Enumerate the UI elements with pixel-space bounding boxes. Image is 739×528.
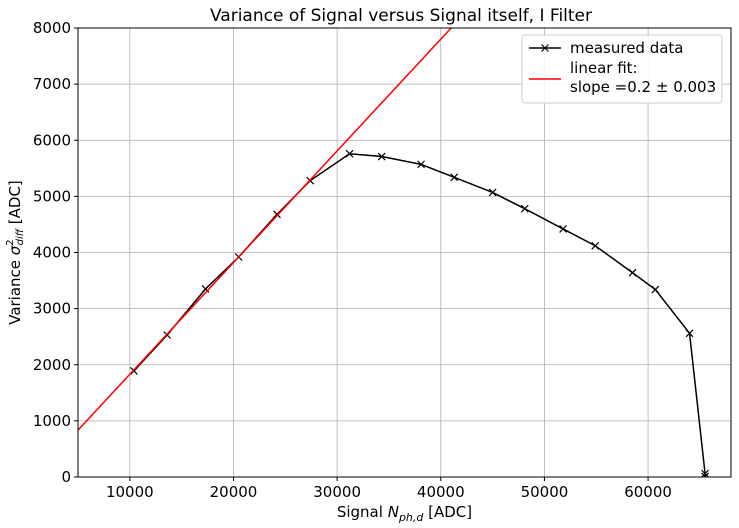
y-tick-label: 3000: [33, 300, 71, 318]
legend-marker-measured: [541, 44, 549, 52]
y-axis-label-suffix: [ADC]: [6, 180, 24, 229]
y-axis-label-subscript: diff: [15, 227, 26, 245]
y-axis-label-prefix: Variance: [6, 255, 24, 325]
data-point-marker: [559, 225, 568, 233]
legend-label-measured: measured data: [570, 39, 684, 57]
data-point-marker: [377, 152, 386, 161]
y-tick-label: 8000: [33, 19, 71, 37]
data-point-marker: [273, 210, 281, 219]
x-axis-label-prefix: Signal: [337, 503, 388, 521]
y-tick-label: 2000: [33, 356, 71, 374]
y-tick-label: 7000: [33, 75, 71, 93]
data-point-marker: [701, 469, 710, 477]
data-point-marker: [685, 329, 694, 338]
legend-box: [521, 34, 723, 104]
series-line-1: [78, 28, 452, 431]
y-tick-label: 1000: [33, 412, 71, 430]
y-tick-label: 5000: [33, 187, 71, 205]
legend: measured data linear fit:slope =0.2 ± 0.0…: [521, 34, 723, 104]
x-tick-label: 40000: [417, 483, 465, 501]
x-axis-label-subscript: ph,d: [398, 511, 424, 524]
chart-title: Variance of Signal versus Signal itself,…: [210, 6, 592, 26]
x-tick-label: 60000: [624, 483, 672, 501]
data-point-marker: [591, 241, 600, 250]
data-point-marker: [488, 188, 497, 197]
data-point-marker: [417, 160, 426, 169]
data-point-marker: [520, 204, 529, 213]
x-tick-label: 50000: [521, 483, 569, 501]
x-axis-label: Signal Nph,d [ADC]: [337, 503, 472, 524]
y-tick-label: 6000: [33, 131, 71, 149]
plot-series: [78, 28, 710, 477]
legend-label-fit-line-1: slope =0.2 ± 0.003: [570, 78, 716, 96]
x-axis-label-symbol: N: [388, 503, 399, 521]
y-tick-label: 0: [61, 468, 71, 486]
data-point-marker: [450, 173, 459, 182]
data-point-marker: [345, 149, 354, 158]
x-axis-label-suffix: [ADC]: [423, 503, 472, 521]
legend-label-fit-line-0: linear fit:: [570, 59, 638, 77]
data-point-marker: [701, 472, 710, 477]
y-tick-label: 4000: [33, 244, 71, 262]
y-axis-label: Variance σ2diff [ADC]: [5, 180, 26, 325]
y-axis-label-superscript: 2: [5, 239, 16, 245]
data-point-marker: [628, 268, 637, 277]
y-axis-label-symbol: σ: [6, 245, 24, 255]
data-point-marker: [651, 285, 660, 294]
x-tick-label: 30000: [313, 483, 361, 501]
x-tick-label: 10000: [106, 483, 154, 501]
x-tick-label: 20000: [210, 483, 258, 501]
